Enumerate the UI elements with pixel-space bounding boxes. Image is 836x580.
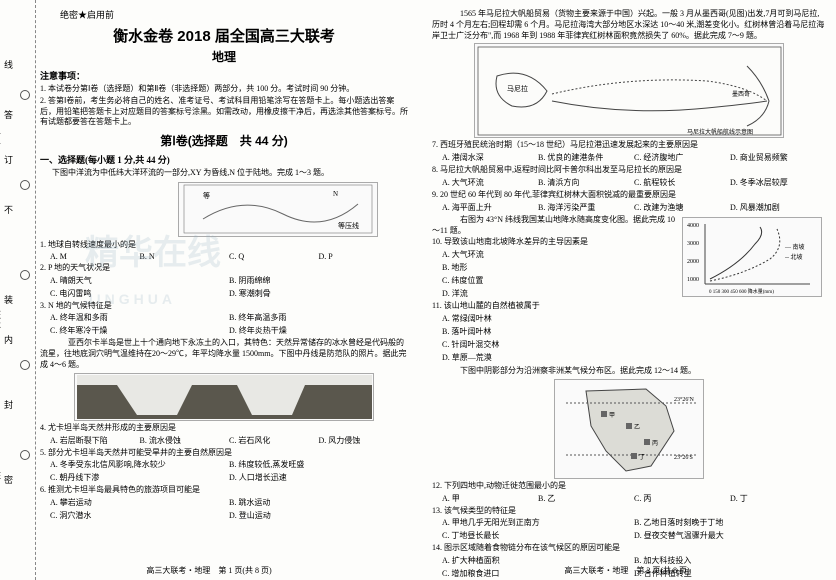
q2-options-b: C. 电闪雷鸣D. 寒潮刺骨 xyxy=(50,288,408,299)
binding-text: 内 xyxy=(2,335,15,344)
svg-text:4000: 4000 xyxy=(687,223,699,229)
binding-text: 不 xyxy=(2,205,15,214)
q1-options: A. MB. NC. QD. P xyxy=(50,252,408,261)
manila-route-map: 马尼拉 墨西哥 马尼拉大帆船航线示意图 xyxy=(474,43,784,138)
exam-title: 衡水金卷 2018 届全国高三大联考 xyxy=(40,25,408,46)
svg-text:墨西哥: 墨西哥 xyxy=(732,91,750,98)
svg-text:马尼拉大帆船航线示意图: 马尼拉大帆船航线示意图 xyxy=(687,128,753,136)
q13-options: A. 甲地几乎无阳光到正南方B. 乙地日落时刻晚于丁地 xyxy=(442,517,826,528)
page-2: 1565 年马尼拉大帆船贸易（货物主要来源于中国）兴起。一般 3 月从墨西哥(见… xyxy=(418,0,836,580)
binding-circle xyxy=(20,90,30,100)
q13: 13. 该气候类型的特征是 xyxy=(432,506,826,517)
page-footer: 高三大联考・地理 第 1 页(共 8 页) xyxy=(0,565,418,576)
passage-5: 下图中阴影部分为沿洲察非洲某气候分布区。据此完成 12～14 题。 xyxy=(432,366,826,377)
exam-subject: 地理 xyxy=(40,48,408,65)
binding-text: 装 xyxy=(2,295,15,304)
svg-text:甲: 甲 xyxy=(609,412,615,419)
passage-2: 亚西尔卡半岛是世上十个通向地下永冻土的入口，其特色：天然异常储存的冰水曾经是代码… xyxy=(40,338,408,370)
q3-options: A. 终年温和多雨B. 终年高温多雨 xyxy=(50,312,408,323)
notice-heading: 注意事项： xyxy=(40,69,408,82)
q11-options-b: B. 落叶阔叶林 xyxy=(442,326,659,337)
q12: 12. 下列四地中,动物迁徙范围最小的是 xyxy=(432,481,826,492)
q3-options-b: C. 终年寒冷干燥D. 终年炎热干燥 xyxy=(50,325,408,336)
q5-options: A. 冬季受东北信风影响,降水较少B. 纬度较低,蒸发旺盛 xyxy=(50,459,408,470)
q4-options: A. 岩层断裂下陷B. 流水侵蚀C. 岩石风化D. 风力侵蚀 xyxy=(50,435,408,446)
q10-options-d: D. 洋流 xyxy=(442,288,659,299)
svg-text:-- 北坡: -- 北坡 xyxy=(785,253,803,261)
q8: 8. 马尼拉大帆船贸易中,返程时间比阿卡普尔科出发至马尼拉长的原因是 xyxy=(432,165,826,176)
binding-circle xyxy=(20,270,30,280)
q1: 1. 地球自转线速度最小的是 xyxy=(40,240,408,251)
q9-options: A. 海平面上升B. 海洋污染严重C. 改建为渔塘D. 风暴潮加剧 xyxy=(442,202,826,213)
q2: 2. P 地的天气状况是 xyxy=(40,263,408,274)
svg-text:N: N xyxy=(333,190,338,198)
q6: 6. 推测尤卡坦半岛最具特色的旅游项目可能是 xyxy=(40,485,408,496)
binding-text: 密 xyxy=(2,475,15,484)
svg-text:0 150 300 450 600 降水量(mm): 0 150 300 450 600 降水量(mm) xyxy=(709,288,774,295)
q6-options: A. 攀岩运动B. 跳水运动 xyxy=(50,497,408,508)
passage-3: 1565 年马尼拉大帆船贸易（货物主要来源于中国）兴起。一般 3 月从墨西哥(见… xyxy=(432,9,826,41)
svg-text:3000: 3000 xyxy=(687,241,699,247)
africa-map: 23°26'N 23°26'S 甲 乙 丙 丁 xyxy=(554,379,704,479)
section-heading: 一、选择题(每小题 1 分,共 44 分) xyxy=(40,153,408,166)
rainfall-chart: 4000 3000 2000 1000 — 南坡 -- 北坡 0 150 300… xyxy=(682,217,822,297)
q8-options: A. 大气环流B. 清浜方向C. 航程较长D. 冬季冰层较厚 xyxy=(442,177,826,188)
q11-options-c: C. 针阔叶混交林 xyxy=(442,339,659,350)
q7: 7. 西班牙殖民统治时期（15～18 世纪）马尼拉港迅速发展起来的主要原因是 xyxy=(432,140,826,151)
q14: 14. 图示区域随着食物链分布在该气候区的原因可能是 xyxy=(432,543,826,554)
svg-text:— 南坡: — 南坡 xyxy=(784,243,805,251)
page-footer: 高三大联考・地理 第 2 页(共 8 页) xyxy=(418,565,836,576)
q5: 5. 部分尤卡坦半岛天然井可能受旱井的主要自然原因是 xyxy=(40,448,408,459)
flow-svg: 等 N 等压线 xyxy=(183,184,373,234)
q13-options-b: C. 丁地昼长最长D. 昼夜交替气温骤升最大 xyxy=(442,530,826,541)
svg-text:23°26'N: 23°26'N xyxy=(674,396,694,403)
svg-text:等压线: 等压线 xyxy=(338,221,359,230)
ocean-current-diagram: 等 N 等压线 xyxy=(178,182,378,237)
binding-circle xyxy=(20,360,30,370)
q10-options-c: C. 纬度位置 xyxy=(442,275,659,286)
q6-options-b: C. 洞穴潜水D. 登山运动 xyxy=(50,510,408,521)
q3: 3. N 地的气候特征是 xyxy=(40,301,408,312)
binding-text: 订 xyxy=(2,155,15,164)
q9: 9. 20 世纪 60 年代到 80 年代,菲律宾红树林大面积锐减的最重要原因是 xyxy=(432,190,826,201)
svg-text:丁: 丁 xyxy=(639,454,645,461)
q4: 4. 尤卡坦半岛天然井形成的主要原因是 xyxy=(40,423,408,434)
q12-options: A. 甲B. 乙C. 丙D. 丁 xyxy=(442,493,826,504)
binding-margin: 线 答 订 不 装 内 封 密 考号 班级 姓名 xyxy=(0,0,36,580)
side-field: 班级 xyxy=(0,310,3,328)
cenote-photo xyxy=(74,373,374,421)
binding-text: 封 xyxy=(2,400,15,409)
passage-1: 下图中洋流为中低纬大洋环流的一部分,XY 为昏线,N 位于陆地。完成 1～3 题… xyxy=(40,168,408,179)
q11: 11. 该山地山麓的自然植被属于 xyxy=(432,301,826,312)
page-1: 线 答 订 不 装 内 封 密 考号 班级 姓名 精华在线 JINGHUA 绝密… xyxy=(0,0,418,580)
side-field: 姓名 xyxy=(0,470,3,488)
part1-title: 第Ⅰ卷(选择题 共 44 分) xyxy=(40,132,408,149)
q5-options-b: C. 朝丹线下渗D. 人口增长迅速 xyxy=(50,472,408,483)
svg-text:1000: 1000 xyxy=(687,277,699,283)
q11-options-d: D. 草原—荒漠 xyxy=(442,352,659,363)
binding-circle xyxy=(20,450,30,460)
q10-options-b: B. 地形 xyxy=(442,262,659,273)
binding-text: 线 xyxy=(2,60,15,69)
svg-text:乙: 乙 xyxy=(634,424,640,431)
svg-text:等: 等 xyxy=(203,191,210,200)
q10-options: A. 大气环流 xyxy=(442,249,659,260)
binding-circle xyxy=(20,180,30,190)
svg-text:马尼拉: 马尼拉 xyxy=(507,84,528,93)
notice-item: 2. 答第Ⅰ卷前，考生务必将自己的姓名、准考证号、考试科目用铅笔涂写在答题卡上。… xyxy=(40,96,408,128)
binding-text: 答 xyxy=(2,110,15,119)
svg-text:丙: 丙 xyxy=(652,440,658,447)
side-field: 考号 xyxy=(0,130,3,148)
q11-options: A. 常绿阔叶林 xyxy=(442,313,659,324)
notice-item: 1. 本试卷分第Ⅰ卷（选择题）和第Ⅱ卷（非选择题）两部分，共 100 分。考试时… xyxy=(40,84,408,95)
q2-options: A. 晴朗天气B. 阴雨绵绵 xyxy=(50,275,408,286)
svg-text:2000: 2000 xyxy=(687,259,699,265)
svg-text:23°26'S: 23°26'S xyxy=(674,454,693,461)
secret-tag: 绝密★启用前 xyxy=(60,8,408,21)
q7-options: A. 港阔水深B. 优良的建港条件C. 经济腹地广D. 商业贸易频繁 xyxy=(442,152,826,163)
